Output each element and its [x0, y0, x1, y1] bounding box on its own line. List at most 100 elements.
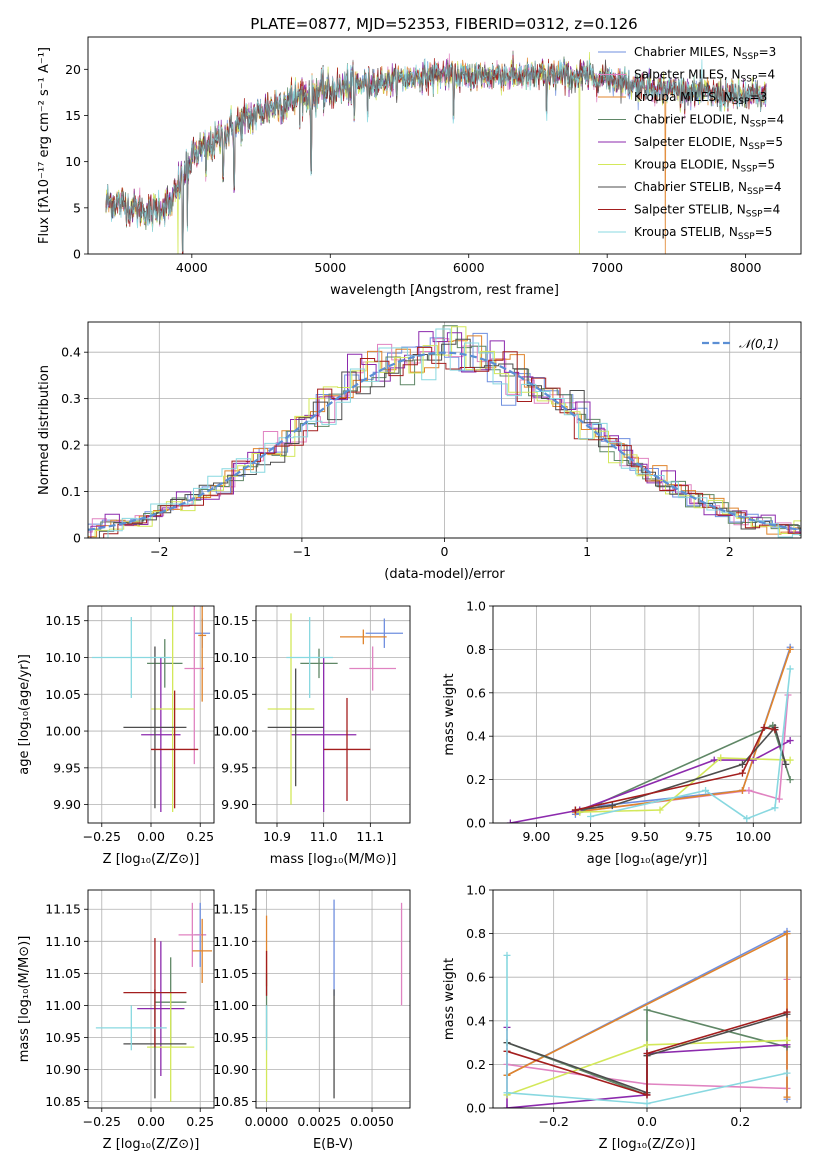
- y-axis-label: Normed distribution: [37, 365, 52, 495]
- errorbar-chabrier-stelib: [267, 668, 324, 787]
- data-point-marker: [643, 1006, 651, 1014]
- x-tick-label: 0.0050: [350, 1114, 394, 1129]
- series-line: [506, 1011, 788, 1096]
- data-point-marker: [643, 1041, 651, 1049]
- y-tick-label: 0.3: [61, 391, 81, 406]
- legend-entry-count: =4: [766, 113, 784, 127]
- data-point-marker: [771, 804, 779, 812]
- data-point-marker: [786, 776, 794, 784]
- panel-mass-vs-EBV: 0.0000 0.0025 0.0050 10.85 10.90 10.95 11.00 11…: [213, 889, 411, 1152]
- y-tick-label: 9.95: [53, 760, 81, 775]
- legend-entry-name: Chabrier STELIB, N: [634, 180, 747, 194]
- errorbar-salpeter-elodie: [291, 657, 357, 812]
- legend: 𝒩(0,1): [702, 337, 779, 351]
- y-axis-label: Flux [fλ10⁻¹⁷ erg cm⁻² s⁻¹ A⁻¹]: [37, 47, 52, 244]
- x-tick-label: 9.75: [685, 829, 713, 844]
- observed-spectrum: [105, 58, 767, 252]
- y-tick-label: 10.90: [213, 1062, 249, 1077]
- y-axis-label: mass [log₁₀(M/M⊙)]: [17, 936, 32, 1063]
- axes: −2 −1 0 1 2 0 0.1 0.2 0.3 0.4 (data-model)/error No…: [37, 321, 802, 582]
- plot-area: [95, 902, 213, 1102]
- errorbar-salpeter-miles: [349, 646, 396, 691]
- data-point-marker: [702, 786, 710, 794]
- y-tick-label: 0.8: [466, 642, 486, 657]
- legend-entry-subscript: SSP: [738, 232, 755, 242]
- data-point-marker: [783, 1093, 791, 1101]
- x-tick-label: −0.25: [83, 829, 121, 844]
- y-tick-label: 0.8: [466, 926, 486, 941]
- x-tick-label: −0.25: [83, 1114, 121, 1129]
- data-point-marker: [783, 1069, 791, 1077]
- x-tick-label: 0: [441, 544, 449, 559]
- data-point-marker: [745, 786, 753, 794]
- y-tick-label: 0.4: [466, 729, 486, 744]
- x-axis-label: wavelength [Angstrom, rest frame]: [330, 283, 559, 298]
- y-tick-label: 10.00: [45, 724, 81, 739]
- axes: −0.2 0.0 0.2 0.0 0.2 0.4 0.6 0.8 1.0 Z [log₁₀(Z/Z…: [442, 883, 802, 1152]
- legend-entry-subscript: SSP: [733, 97, 750, 107]
- legend-entry-name: Chabrier MILES, N: [634, 45, 742, 59]
- y-tick-label: 10.15: [45, 613, 81, 628]
- data-point-marker: [738, 760, 746, 768]
- data-point-marker: [760, 724, 768, 732]
- errorbar-kroupa-stelib: [286, 617, 333, 698]
- legend-entry-subscript: SSP: [750, 120, 767, 130]
- series-line: [575, 649, 791, 813]
- y-tick-label: 11.15: [213, 902, 249, 917]
- data-point-marker: [656, 806, 664, 814]
- y-axis-label: mass weight: [442, 673, 457, 755]
- data-point-marker: [571, 806, 579, 814]
- data-point-marker: [743, 815, 751, 823]
- y-tick-label: 9.95: [221, 760, 249, 775]
- legend-entry-count: =5: [755, 225, 773, 239]
- legend-entry-count: =4: [757, 68, 775, 82]
- y-tick-label: 10.10: [213, 650, 249, 665]
- y-tick-label: 10.90: [45, 1062, 81, 1077]
- legend-entry: Kroupa MILES, NSSP=3: [634, 90, 767, 107]
- gridlines: [256, 606, 410, 823]
- data-point-marker: [503, 1104, 511, 1108]
- y-tick-label: 0.6: [466, 685, 486, 700]
- x-tick-label: 0.00: [137, 1114, 165, 1129]
- data-point-marker: [717, 754, 725, 762]
- plot-area: [267, 613, 403, 812]
- y-tick-label: 11.05: [213, 966, 249, 981]
- data-point-marker: [643, 1050, 651, 1057]
- y-tick-label: 10.85: [45, 1094, 81, 1109]
- y-tick-label: 0.6: [466, 970, 486, 985]
- legend-entry: Salpeter STELIB, NSSP=4: [634, 203, 780, 220]
- histogram-chabrier-stelib: [98, 338, 801, 538]
- x-tick-label: 10.00: [735, 829, 771, 844]
- y-tick-label: 11.10: [213, 934, 249, 949]
- y-tick-label: 10.00: [213, 724, 249, 739]
- legend-entry: Chabrier STELIB, NSSP=4: [634, 180, 782, 197]
- errorbar-kroupa-elodie: [151, 606, 195, 812]
- plot-area: [88, 325, 801, 538]
- plot-area: [265, 899, 403, 1102]
- legend-entry: Salpeter ELODIE, NSSP=5: [634, 135, 783, 152]
- panel-mass-vs-Z: −0.25 0.00 0.25 10.85 10.90 10.95 11.00 11.05 11…: [17, 889, 215, 1152]
- legend-entry: Kroupa ELODIE, NSSP=5: [634, 158, 775, 175]
- panel-mass-weight-vs-Z: −0.2 0.0 0.2 0.0 0.2 0.4 0.6 0.8 1.0 Z [log₁₀(Z/Z…: [442, 883, 802, 1152]
- data-point-marker: [771, 726, 779, 734]
- histogram-salpeter-stelib: [103, 346, 801, 538]
- plot-area: [503, 927, 791, 1108]
- panel-spectrum: 4000 5000 6000 7000 8000 0 5 10 15 20 wavelength […: [37, 36, 802, 298]
- y-tick-label: 10: [65, 154, 81, 169]
- data-point-marker: [738, 769, 746, 777]
- x-tick-label: 9.50: [631, 829, 659, 844]
- y-axis-label: mass weight: [442, 958, 457, 1040]
- x-tick-label: 9.25: [577, 829, 605, 844]
- axes-frame: [492, 605, 802, 824]
- errorbar-salpeter-stelib: [323, 697, 371, 801]
- legend-entry-count: =3: [759, 45, 777, 59]
- plot-area: [506, 643, 794, 823]
- data-point-marker: [786, 665, 794, 673]
- y-tick-label: 0.2: [466, 772, 486, 787]
- y-tick-label: 9.90: [53, 797, 81, 812]
- chart-title: PLATE=0877, MJD=52353, FIBERID=0312, z=0…: [250, 15, 637, 33]
- data-point-marker: [786, 737, 794, 745]
- data-point-marker: [775, 795, 783, 803]
- x-tick-label: 0.00: [137, 829, 165, 844]
- errorbar-salpeter-miles: [184, 606, 205, 765]
